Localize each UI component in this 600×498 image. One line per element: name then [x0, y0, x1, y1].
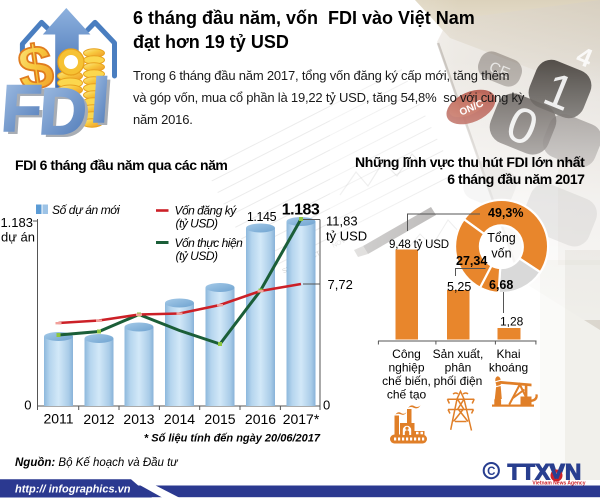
svg-text:Công: Công — [392, 347, 421, 361]
svg-text:2016: 2016 — [245, 411, 276, 427]
svg-text:(tỷ USD): (tỷ USD) — [176, 217, 219, 231]
svg-text:2014: 2014 — [164, 411, 195, 427]
svg-text:Vốn đăng ký: Vốn đăng ký — [175, 204, 238, 218]
svg-text:11,83: 11,83 — [326, 214, 358, 229]
svg-text:TTXVN: TTXVN — [508, 459, 582, 484]
svg-text:dự án: dự án — [1, 230, 35, 245]
svg-text:Khai: Khai — [496, 347, 520, 361]
svg-text:phân: phân — [445, 361, 472, 375]
svg-text:phối điện: phối điện — [434, 374, 483, 388]
svg-text:(tỷ USD): (tỷ USD) — [176, 249, 219, 263]
svg-text:* Số liệu tính đến ngày 20/06/: * Số liệu tính đến ngày 20/06/2017 — [144, 433, 321, 445]
svg-text:F: F — [3, 75, 48, 149]
svg-text:1.183: 1.183 — [0, 215, 33, 230]
svg-text:27,34: 27,34 — [456, 254, 487, 268]
svg-text:FDI 6 tháng đầu năm qua các nă: FDI 6 tháng đầu năm qua các năm — [15, 157, 227, 173]
svg-text:7,72: 7,72 — [328, 277, 353, 292]
svg-text:0: 0 — [323, 398, 330, 413]
svg-text:0: 0 — [24, 398, 31, 413]
svg-text:1,28: 1,28 — [500, 315, 524, 329]
svg-text:Tổng: Tổng — [487, 231, 516, 245]
svg-text:9,48 tỷ USD: 9,48 tỷ USD — [389, 239, 449, 251]
svg-text:vốn: vốn — [491, 247, 511, 261]
svg-text:chế biến,: chế biến, — [382, 374, 431, 388]
svg-text:Vốn thực hiện: Vốn thực hiện — [175, 236, 244, 250]
svg-text:nghiệp: nghiệp — [388, 361, 424, 375]
svg-text:1.145: 1.145 — [247, 210, 277, 224]
svg-text:49,3%: 49,3% — [488, 206, 523, 220]
svg-text:2012: 2012 — [83, 411, 114, 427]
svg-text:2015: 2015 — [204, 411, 235, 427]
svg-text:2017*: 2017* — [283, 411, 320, 427]
svg-text:1.183: 1.183 — [282, 202, 320, 219]
svg-text:Vietnam News Agency: Vietnam News Agency — [532, 481, 585, 487]
svg-text:tỷ USD: tỷ USD — [326, 229, 367, 244]
svg-text:chế tạo: chế tạo — [387, 388, 427, 402]
svg-text:2013: 2013 — [123, 411, 154, 427]
svg-text:khoáng: khoáng — [489, 361, 528, 375]
svg-text:6,68: 6,68 — [489, 278, 513, 292]
svg-text:Sản xuất,: Sản xuất, — [433, 347, 484, 361]
svg-text:5,25: 5,25 — [447, 280, 471, 294]
svg-text:http:// infographics.vn: http:// infographics.vn — [15, 483, 131, 495]
svg-text:6 tháng đầu năm 2017: 6 tháng đầu năm 2017 — [447, 171, 585, 187]
svg-text:F: F — [0, 72, 44, 146]
svg-text:C: C — [487, 466, 495, 478]
svg-text:D: D — [40, 78, 93, 150]
svg-text:I: I — [92, 66, 116, 140]
svg-text:I: I — [88, 63, 112, 137]
svg-text:2011: 2011 — [43, 411, 73, 427]
svg-text:D: D — [37, 75, 90, 149]
svg-text:Những lĩnh vực thu hút FDI lớn: Những lĩnh vực thu hút FDI lớn nhất — [355, 154, 585, 170]
svg-text:Số dự án mới: Số dự án mới — [52, 203, 120, 217]
